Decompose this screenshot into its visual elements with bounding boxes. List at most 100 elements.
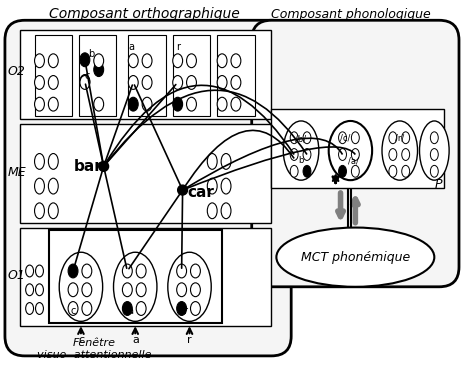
Bar [20, 30, 272, 119]
Ellipse shape [82, 301, 92, 315]
Text: O1: O1 [8, 269, 26, 282]
Ellipse shape [173, 97, 183, 111]
Bar [173, 35, 210, 116]
Ellipse shape [382, 121, 418, 180]
Text: MCT phonémique: MCT phonémique [301, 251, 410, 264]
Ellipse shape [114, 252, 157, 321]
Ellipse shape [68, 301, 78, 315]
Text: a: a [128, 42, 134, 52]
Ellipse shape [186, 76, 196, 89]
FancyBboxPatch shape [5, 20, 291, 356]
Ellipse shape [402, 165, 410, 177]
Text: /b/: /b/ [296, 135, 307, 144]
Ellipse shape [123, 283, 132, 297]
Ellipse shape [283, 121, 319, 180]
Text: c: c [78, 335, 84, 345]
Ellipse shape [186, 54, 196, 68]
Ellipse shape [290, 149, 298, 161]
Ellipse shape [191, 283, 201, 297]
Ellipse shape [136, 301, 146, 315]
Ellipse shape [35, 76, 44, 89]
Text: b: b [298, 156, 304, 165]
Ellipse shape [94, 63, 104, 76]
Ellipse shape [430, 149, 438, 161]
Text: r: r [186, 335, 191, 345]
Text: P: P [434, 178, 442, 191]
Ellipse shape [389, 165, 397, 177]
Ellipse shape [178, 185, 188, 195]
Ellipse shape [82, 283, 92, 297]
Ellipse shape [351, 132, 359, 144]
Ellipse shape [351, 149, 359, 161]
Text: c: c [85, 71, 90, 81]
Ellipse shape [35, 203, 44, 219]
Ellipse shape [128, 76, 138, 89]
Ellipse shape [136, 283, 146, 297]
Ellipse shape [420, 121, 449, 180]
Bar [217, 35, 254, 116]
Ellipse shape [59, 252, 103, 321]
Bar [49, 230, 222, 323]
Bar [128, 35, 166, 116]
Ellipse shape [290, 165, 298, 177]
Ellipse shape [290, 132, 298, 144]
Text: a: a [132, 335, 139, 345]
Ellipse shape [402, 132, 410, 144]
Bar [20, 227, 272, 326]
Ellipse shape [217, 76, 227, 89]
Bar [35, 35, 72, 116]
Ellipse shape [207, 203, 217, 219]
Ellipse shape [80, 76, 90, 89]
Ellipse shape [35, 265, 44, 277]
Ellipse shape [339, 149, 346, 161]
Ellipse shape [430, 165, 438, 177]
FancyBboxPatch shape [252, 20, 459, 287]
Ellipse shape [48, 54, 58, 68]
Ellipse shape [329, 121, 372, 180]
Ellipse shape [177, 264, 186, 278]
Text: bar: bar [74, 159, 103, 174]
Ellipse shape [402, 149, 410, 161]
Ellipse shape [26, 265, 34, 277]
Text: /r/: /r/ [395, 134, 404, 143]
Text: O2: O2 [8, 64, 26, 78]
Ellipse shape [99, 161, 109, 171]
Ellipse shape [48, 154, 58, 169]
Ellipse shape [80, 53, 90, 67]
Ellipse shape [142, 97, 152, 111]
Ellipse shape [389, 132, 397, 144]
Ellipse shape [35, 154, 44, 169]
Ellipse shape [191, 301, 201, 315]
Ellipse shape [173, 54, 183, 68]
Ellipse shape [231, 97, 241, 111]
Ellipse shape [94, 54, 104, 68]
Ellipse shape [35, 284, 44, 296]
Ellipse shape [276, 227, 434, 287]
Ellipse shape [35, 97, 44, 111]
Ellipse shape [303, 165, 311, 177]
Ellipse shape [48, 97, 58, 111]
Bar [79, 35, 116, 116]
Ellipse shape [217, 54, 227, 68]
Ellipse shape [123, 264, 132, 278]
Ellipse shape [136, 264, 146, 278]
Ellipse shape [48, 178, 58, 194]
Text: c: c [70, 307, 76, 317]
Text: Composant phonologique: Composant phonologique [272, 8, 431, 21]
Ellipse shape [82, 264, 92, 278]
Bar [20, 124, 272, 223]
Ellipse shape [35, 303, 44, 314]
Ellipse shape [389, 149, 397, 161]
Ellipse shape [26, 303, 34, 314]
Ellipse shape [339, 132, 346, 144]
Ellipse shape [221, 154, 231, 169]
Text: r: r [175, 42, 180, 52]
Ellipse shape [231, 54, 241, 68]
Text: car: car [188, 185, 214, 200]
Ellipse shape [217, 97, 227, 111]
Ellipse shape [35, 178, 44, 194]
Text: ME: ME [8, 166, 26, 179]
Ellipse shape [207, 154, 217, 169]
Text: Composant orthographique: Composant orthographique [49, 7, 240, 21]
Ellipse shape [26, 284, 34, 296]
